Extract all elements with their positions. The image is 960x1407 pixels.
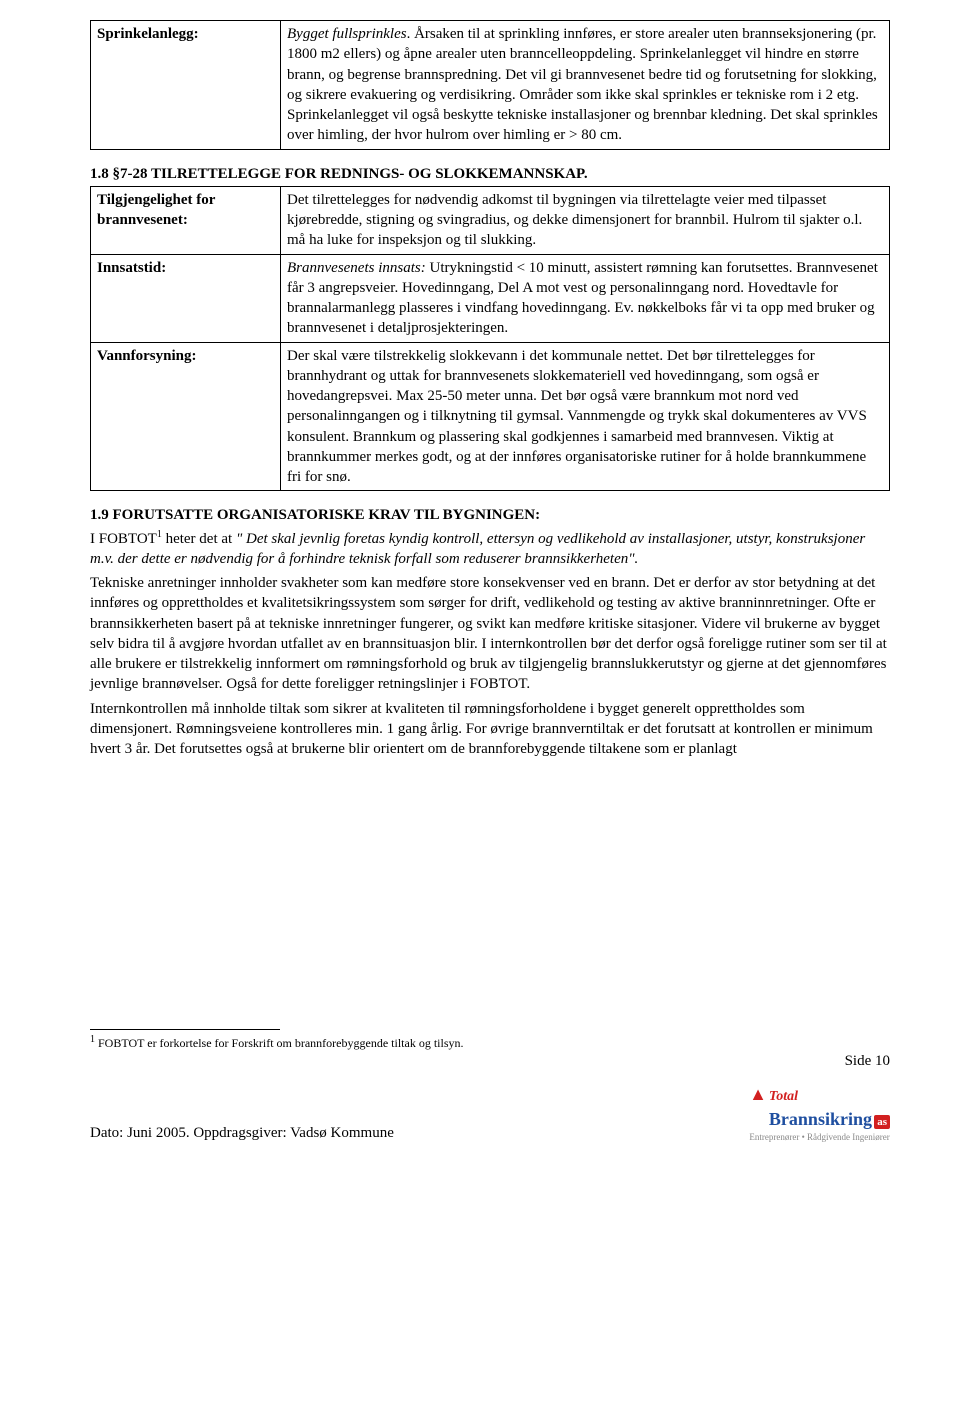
flame-icon: ▲ (749, 1082, 767, 1106)
logo-as: as (874, 1115, 890, 1129)
row-rest: . Årsaken til at sprinkling innføres, er… (287, 26, 878, 143)
table-row: Sprinkelanlegg: Bygget fullsprinkles. År… (91, 21, 890, 150)
row-text: Bygget fullsprinkles. Årsaken til at spr… (281, 21, 890, 150)
brannsikring-logo: ▲ Total Brannsikring as Entreprenører • … (749, 1082, 890, 1143)
section-1-8-table: Tilgjengelighet for brannvesenet: Det ti… (90, 186, 890, 492)
section-1-9-p1: I FOBTOT1 heter det at " Det skal jevnli… (90, 528, 890, 570)
section-1-9-heading: 1.9 FORUTSATTE ORGANISATORISKE KRAV TIL … (90, 505, 890, 525)
footnote: 1 FOBTOT er forkortelse for Forskrift om… (90, 1033, 890, 1051)
logo-total: Total (769, 1088, 798, 1107)
p1-b: heter det at (162, 531, 236, 547)
section-1-9-p3: Internkontrollen må innholde tiltak som … (90, 699, 890, 760)
section-1-9-p2: Tekniske anretninger innholder svakheter… (90, 573, 890, 695)
logo-brann: Brannsikring (769, 1109, 872, 1129)
row-label: Vannforsyning: (91, 342, 281, 491)
footnote-separator (90, 1029, 280, 1030)
row-text: Det tilrettelegges for nødvendig adkomst… (281, 186, 890, 254)
italic-lead: Bygget fullsprinkles (287, 26, 407, 42)
page-number: Side 10 (90, 1051, 890, 1071)
italic-lead: Brannvesenets innsats: (287, 260, 426, 276)
table-row: Vannforsyning: Der skal være tilstrekkel… (91, 342, 890, 491)
footnote-text: FOBTOT er forkortelse for Forskrift om b… (95, 1036, 464, 1050)
table-row: Innsatstid: Brannvesenets innsats: Utryk… (91, 254, 890, 342)
row-text: Brannvesenets innsats: Utrykningstid < 1… (281, 254, 890, 342)
logo-tagline: Entreprenører • Rådgivende Ingeniører (749, 1131, 889, 1143)
sprinkler-table: Sprinkelanlegg: Bygget fullsprinkles. År… (90, 20, 890, 150)
row-label: Sprinkelanlegg: (91, 21, 281, 150)
footer-date: Dato: Juni 2005. Oppdragsgiver: Vadsø Ko… (90, 1123, 394, 1143)
row-text: Der skal være tilstrekkelig slokkevann i… (281, 342, 890, 491)
row-label: Innsatstid: (91, 254, 281, 342)
section-1-8-heading: 1.8 §7-28 TILRETTELEGGE FOR REDNINGS- OG… (90, 164, 890, 184)
row-label: Tilgjengelighet for brannvesenet: (91, 186, 281, 254)
logo-main: ▲ Total Brannsikring as (749, 1082, 890, 1131)
p1-a: I FOBTOT (90, 531, 157, 547)
page-footer: Dato: Juni 2005. Oppdragsgiver: Vadsø Ko… (90, 1082, 890, 1143)
table-row: Tilgjengelighet for brannvesenet: Det ti… (91, 186, 890, 254)
